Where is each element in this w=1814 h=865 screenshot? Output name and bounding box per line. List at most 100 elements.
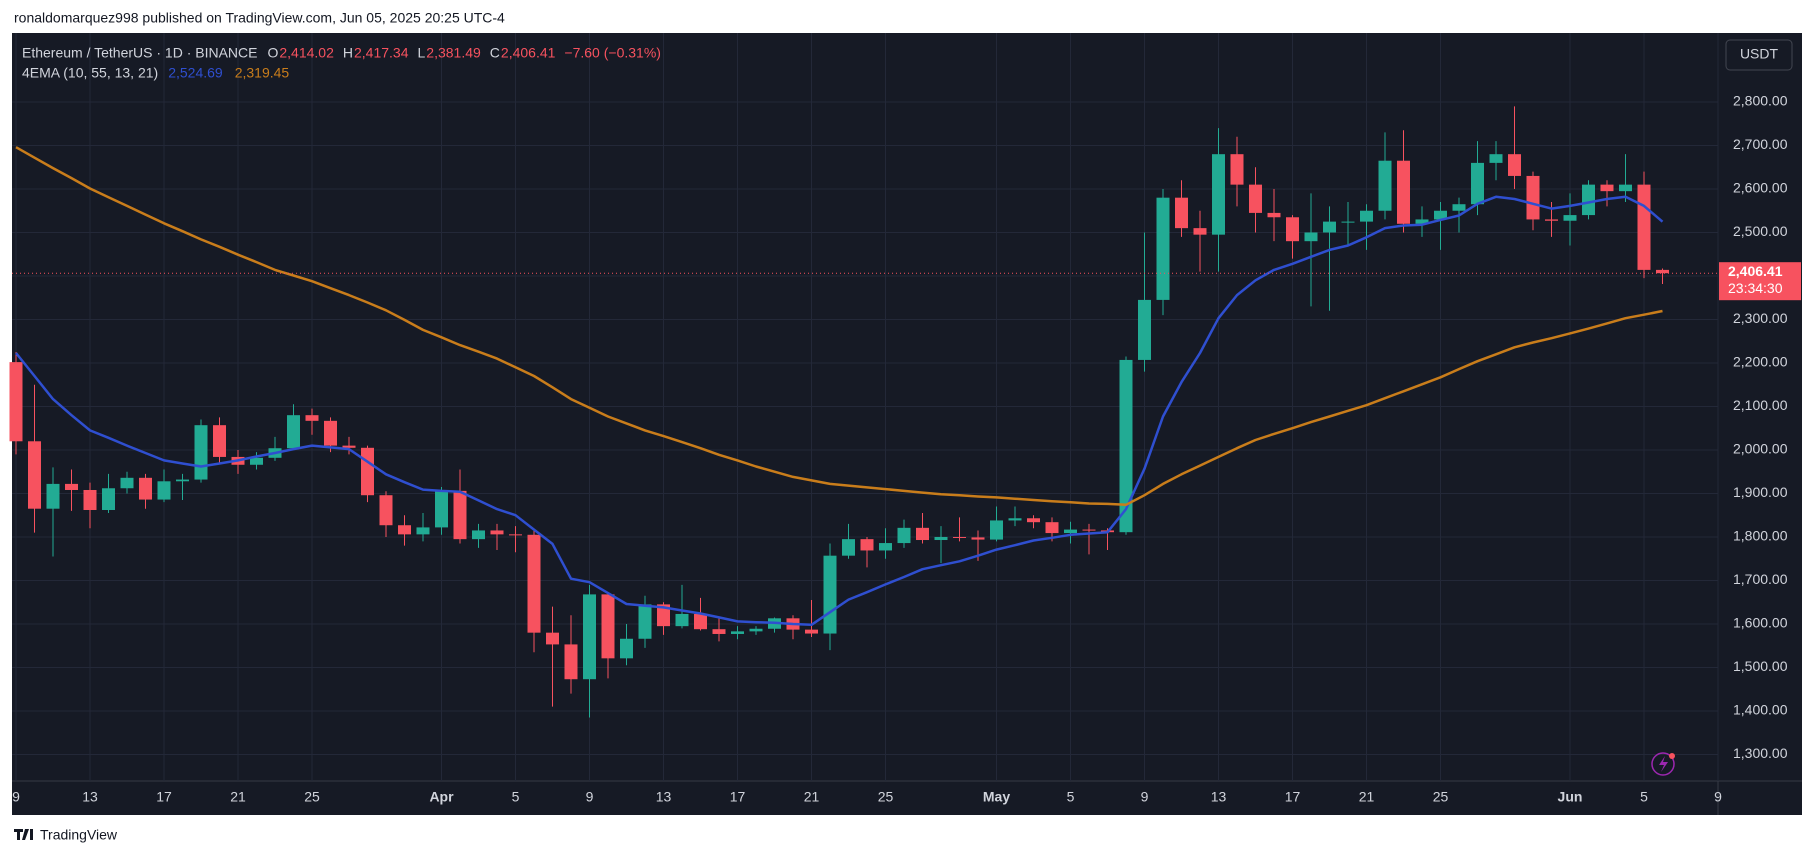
candle-body [416, 527, 430, 535]
candle-body [1267, 212, 1281, 218]
candle-body [83, 489, 97, 511]
candle-body [564, 644, 578, 680]
candle-body [1489, 154, 1503, 163]
ema-line [15, 146, 1663, 507]
candle-body [805, 629, 818, 634]
plot [9, 106, 1669, 718]
x-tick-label: 9 [12, 789, 20, 805]
currency[interactable]: USDT [1740, 46, 1779, 62]
candle-body [1045, 522, 1059, 534]
candle-body [583, 594, 596, 680]
candle-body [1249, 184, 1262, 213]
alert-dot [1669, 753, 1675, 759]
candle-body [102, 488, 115, 511]
y-tick-label: 2,500.00 [1733, 223, 1788, 239]
candle-body [1008, 518, 1022, 521]
x-tick-label: 13 [82, 789, 98, 805]
candle-body [509, 534, 522, 536]
candle-body [1175, 197, 1188, 229]
countdown: 23:34:30 [1728, 280, 1783, 296]
candle-body [953, 536, 966, 538]
ohlc-value: 2,417.34 [354, 45, 409, 61]
ohlc-value: 2,414.02 [279, 45, 334, 61]
candle-body [287, 415, 300, 449]
y-tick-label: 2,700.00 [1733, 136, 1788, 152]
candle-body [620, 638, 633, 659]
candle-body [1415, 219, 1429, 224]
ohlc-key: C [490, 45, 500, 61]
candle-body [731, 631, 744, 634]
candle-body [1064, 529, 1077, 534]
candle-body [120, 477, 134, 489]
indicator-value: 2,524.69 [168, 65, 223, 81]
candle-body [1027, 518, 1040, 523]
candle-body [1119, 359, 1133, 533]
x-tick-label: 25 [878, 789, 894, 805]
candle-body [1619, 184, 1632, 192]
y-tick-label: 1,700.00 [1733, 571, 1788, 587]
candle-body [879, 543, 892, 551]
change: −7.60 (−0.31%) [564, 45, 661, 61]
candle-body [1212, 154, 1225, 235]
candle-body [601, 594, 615, 659]
x-tick-label: 5 [512, 789, 520, 805]
candle-body [490, 530, 504, 535]
currency-button[interactable] [1725, 39, 1793, 71]
candle-body [1600, 184, 1614, 192]
x-tick-label: 9 [586, 789, 594, 805]
candle-body [1156, 197, 1170, 300]
candle-body [638, 604, 652, 639]
y-tick-label: 1,600.00 [1733, 615, 1788, 631]
ema-line [15, 195, 1664, 627]
candle-body [1508, 154, 1521, 176]
grid [12, 33, 1719, 781]
y-tick-label: 2,000.00 [1733, 441, 1788, 457]
x-tick-label: 9 [1141, 789, 1149, 805]
candle-body [398, 525, 411, 535]
tradingview-logo [14, 829, 33, 840]
candle-body [1230, 154, 1244, 185]
ohlc-value: 2,381.49 [426, 45, 481, 61]
candle-body [472, 530, 485, 540]
candle-body [250, 457, 263, 465]
candle-body [305, 415, 319, 421]
candle-body [1341, 221, 1355, 223]
x-tick-label: 5 [1640, 789, 1648, 805]
y-tick-label: 2,200.00 [1733, 354, 1788, 370]
x-tick-label: 21 [804, 789, 820, 805]
last-price-tag [1719, 262, 1801, 301]
y-tick-label: 1,300.00 [1733, 745, 1788, 761]
candle-body [897, 527, 911, 544]
alert-icon[interactable] [1651, 752, 1675, 776]
candle-body [1138, 299, 1151, 360]
last-price-label: 2,406.41 [1728, 263, 1783, 279]
footer-brand: TradingView [40, 827, 118, 843]
candle-body [1582, 184, 1595, 216]
candle-body [361, 447, 374, 496]
candle-body [860, 539, 874, 551]
indicator-value: 2,319.45 [235, 65, 290, 81]
candle-body [342, 445, 356, 448]
x-tick-label: 21 [1359, 789, 1375, 805]
symbol: Ethereum / TetherUS · 1D · BINANCE [22, 45, 257, 61]
x-tick-label: Jun [1558, 789, 1583, 805]
candle-body [28, 441, 41, 509]
candle-body [1378, 160, 1392, 211]
y-tick-label: 2,800.00 [1733, 93, 1788, 109]
candle-body [453, 490, 467, 540]
candle-body [1304, 232, 1318, 242]
x-tick-label: 9 [1714, 789, 1722, 805]
alert-bolt [1659, 756, 1668, 772]
candle-body [657, 604, 670, 627]
candle-body [675, 613, 689, 627]
candle-body [324, 420, 337, 446]
ohlc-value: 2,406.41 [501, 45, 556, 61]
x-tick-label: 17 [1285, 789, 1301, 805]
x-tick-label: Apr [429, 789, 454, 805]
y-tick-label: 2,600.00 [1733, 180, 1788, 196]
candle-body [823, 555, 837, 634]
y-tick-label: 2,100.00 [1733, 397, 1788, 413]
ohlc-key: L [418, 45, 426, 61]
